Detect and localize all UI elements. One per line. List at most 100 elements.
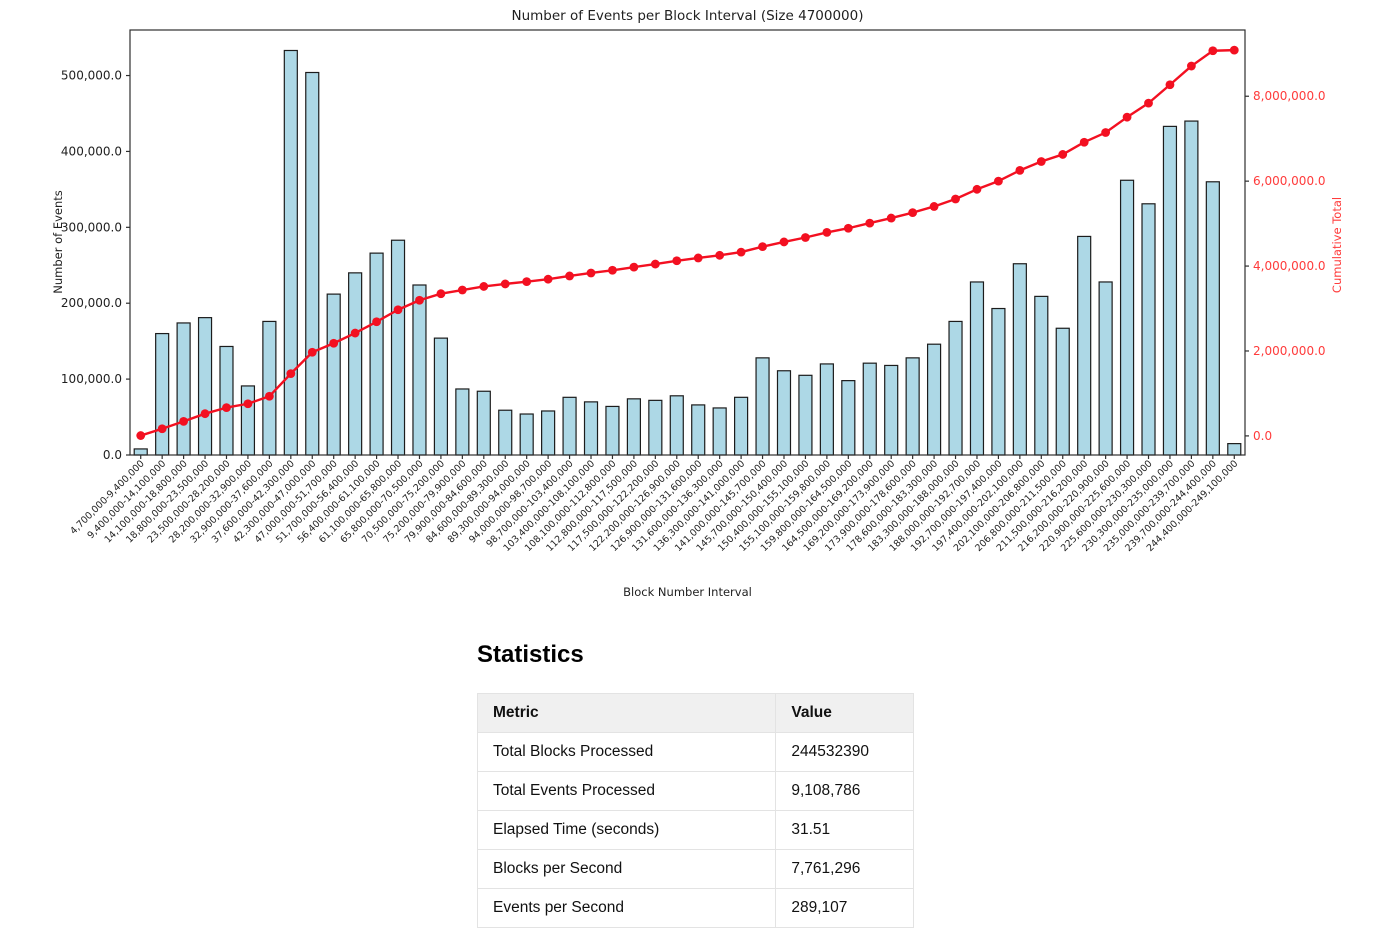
cumulative-point-marker bbox=[779, 237, 789, 247]
event-count-bar bbox=[348, 272, 363, 456]
cumulative-point-marker bbox=[994, 176, 1003, 186]
event-count-bar bbox=[583, 401, 599, 456]
event-count-bar bbox=[819, 363, 834, 456]
value-cell: 9,108,786 bbox=[775, 770, 914, 811]
cumulative-point-marker bbox=[457, 285, 467, 295]
event-count-bar bbox=[1098, 281, 1113, 456]
cumulative-point-marker bbox=[393, 305, 403, 315]
event-count-bar bbox=[712, 407, 727, 456]
statistics-table: Metric Value Total Blocks Processed 24453… bbox=[476, 692, 914, 928]
cumulative-point-marker bbox=[715, 250, 725, 260]
cumulative-point-marker bbox=[1144, 98, 1153, 108]
event-count-bar bbox=[948, 320, 963, 456]
x-axis-label: Block Number Interval bbox=[623, 585, 752, 599]
metric-cell: Blocks per Second bbox=[476, 848, 777, 889]
event-count-bar bbox=[1205, 181, 1220, 456]
cumulative-point-marker bbox=[1015, 166, 1025, 175]
cumulative-point-marker bbox=[672, 256, 682, 266]
event-count-bar bbox=[669, 395, 684, 456]
y-axis-label-left: Number of Events bbox=[51, 190, 65, 294]
event-count-bar bbox=[1034, 295, 1049, 456]
event-count-bar bbox=[991, 307, 1006, 456]
event-count-bar bbox=[926, 343, 942, 456]
cumulative-point-marker bbox=[264, 391, 274, 401]
y-tick-label-left: 100,000.0 bbox=[61, 372, 122, 386]
event-count-bar bbox=[798, 374, 813, 456]
cumulative-point-marker bbox=[822, 227, 832, 237]
event-count-bar bbox=[1119, 179, 1135, 456]
event-count-bar bbox=[1227, 443, 1242, 456]
value-cell: 31.51 bbox=[775, 809, 914, 850]
cumulative-point-marker bbox=[886, 213, 896, 223]
event-count-bar bbox=[648, 399, 663, 456]
cumulative-point-marker bbox=[179, 416, 189, 426]
event-count-bar bbox=[240, 385, 256, 456]
event-count-bar bbox=[626, 398, 641, 456]
event-count-bar bbox=[755, 357, 770, 456]
y-tick-label-left: 200,000.0 bbox=[61, 296, 122, 310]
cumulative-point-marker bbox=[307, 347, 317, 357]
event-count-bar bbox=[498, 409, 513, 456]
cumulative-point-marker bbox=[436, 289, 446, 299]
stats-row: Total Blocks Processed 244532390 bbox=[476, 731, 914, 772]
cumulative-point-marker bbox=[157, 424, 167, 434]
event-count-bar bbox=[1162, 125, 1178, 456]
cumulative-point-marker bbox=[543, 274, 553, 284]
cumulative-point-marker bbox=[479, 282, 489, 291]
y-tick-label-right: 4,000,000.0 bbox=[1253, 259, 1326, 273]
event-count-bar bbox=[1141, 203, 1156, 456]
cumulative-point-marker bbox=[329, 338, 339, 348]
cumulative-point-marker bbox=[1079, 137, 1089, 147]
event-count-bar bbox=[369, 252, 384, 456]
cumulative-point-marker bbox=[801, 233, 810, 242]
event-count-bar bbox=[197, 317, 213, 456]
cumulative-point-marker bbox=[1122, 112, 1132, 122]
cumulative-point-marker bbox=[629, 262, 639, 272]
event-count-bar bbox=[219, 345, 234, 456]
statistics-section: Statistics Metric Value Total Blocks Pro… bbox=[476, 641, 937, 928]
y-tick-label-right: 6,000,000.0 bbox=[1253, 174, 1326, 188]
event-count-bar bbox=[734, 396, 749, 456]
cumulative-point-marker bbox=[650, 259, 660, 269]
plot-border bbox=[129, 29, 1246, 456]
cumulative-point-marker bbox=[1229, 45, 1239, 55]
cumulative-point-marker bbox=[1036, 157, 1046, 166]
event-count-bar bbox=[691, 404, 706, 456]
event-count-bar bbox=[155, 332, 170, 456]
y-tick-label-left: 400,000.0 bbox=[61, 144, 122, 158]
stats-header-row: Metric Value bbox=[476, 692, 914, 733]
value-cell: 7,761,296 bbox=[775, 848, 914, 889]
event-count-bar bbox=[541, 410, 556, 456]
value-column-header: Value bbox=[775, 692, 914, 733]
event-count-bar bbox=[1184, 120, 1199, 456]
event-count-bar bbox=[283, 49, 298, 456]
event-count-bar bbox=[862, 362, 877, 456]
y-tick-label-left: 300,000.0 bbox=[61, 220, 122, 234]
cumulative-point-marker bbox=[522, 277, 532, 287]
y-tick-label-right: 8,000,000.0 bbox=[1253, 89, 1326, 103]
chart-title: Number of Events per Block Interval (Siz… bbox=[512, 8, 864, 24]
cumulative-point-marker bbox=[415, 295, 424, 305]
cumulative-point-marker bbox=[929, 202, 939, 211]
cumulative-point-marker bbox=[951, 194, 960, 204]
value-cell: 244532390 bbox=[775, 731, 914, 772]
cumulative-point-marker bbox=[1058, 150, 1068, 159]
cumulative-point-marker bbox=[843, 223, 853, 233]
y-tick-label-left: 0.0 bbox=[103, 448, 122, 462]
y-tick-label-left: 500,000.0 bbox=[61, 69, 122, 83]
event-count-bar bbox=[133, 448, 148, 456]
events-per-block-chart: Number of Events per Block Interval (Siz… bbox=[51, 8, 1344, 599]
statistics-heading: Statistics bbox=[477, 641, 584, 668]
cumulative-total-line bbox=[140, 48, 1235, 437]
event-count-bar bbox=[305, 71, 320, 456]
cumulative-point-marker bbox=[222, 403, 231, 413]
event-count-bar bbox=[519, 413, 534, 456]
metric-cell: Total Events Processed bbox=[476, 770, 777, 811]
event-count-bar bbox=[884, 364, 899, 456]
cumulative-point-marker bbox=[586, 268, 596, 278]
event-count-bar bbox=[412, 284, 427, 456]
event-count-bar bbox=[841, 380, 856, 456]
metric-cell: Total Blocks Processed bbox=[476, 731, 777, 772]
metric-cell: Events per Second bbox=[476, 887, 777, 928]
y-axis-label-right: Cumulative Total bbox=[1330, 197, 1344, 293]
